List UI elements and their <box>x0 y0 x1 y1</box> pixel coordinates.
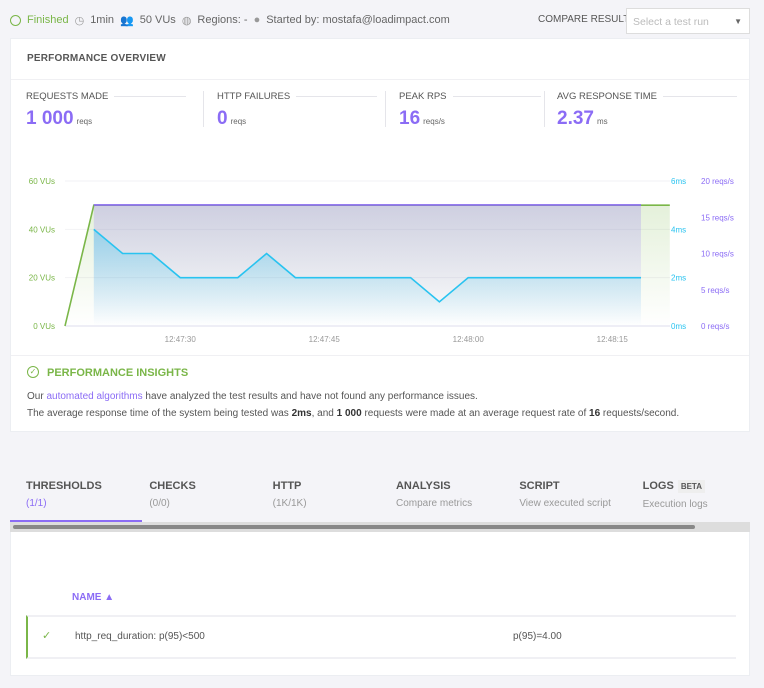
compare-test-run-select[interactable]: Select a test run ▼ <box>626 8 750 34</box>
duration: 1min <box>90 14 115 26</box>
tab-thresholds[interactable]: THRESHOLDS (1/1) <box>26 480 102 509</box>
x-tick-label: 12:48:00 <box>453 335 485 344</box>
stat-unit: ms <box>596 117 608 126</box>
y-right-rps-tick-label: 10 reqs/s <box>701 250 734 259</box>
status: Finished <box>27 14 69 26</box>
x-tick-label: 12:48:15 <box>597 335 629 344</box>
y-right-rps-tick-label: 5 reqs/s <box>701 286 729 295</box>
x-tick-label: 12:47:30 <box>165 335 197 344</box>
scrollbar-thumb[interactable] <box>13 525 695 529</box>
globe-icon: ◍ <box>181 14 192 27</box>
stat-label: AVG RESPONSE TIME <box>557 91 737 102</box>
y-right-ms-tick-label: 6ms <box>671 177 686 186</box>
stat-peak-rps: PEAK RPS 16 reqs/s <box>399 91 541 130</box>
divider <box>544 91 545 127</box>
stat-label: REQUESTS MADE <box>26 91 186 102</box>
divider <box>11 79 749 80</box>
tab-script[interactable]: SCRIPT View executed script <box>519 480 611 509</box>
stat-label: HTTP FAILURES <box>217 91 377 102</box>
stat-http-failures: HTTP FAILURES 0 reqs <box>217 91 377 130</box>
horizontal-scrollbar[interactable] <box>10 522 750 532</box>
y-left-tick-label: 40 VUs <box>29 225 55 234</box>
tab-logs[interactable]: LOGS BETA Execution logs <box>642 480 708 510</box>
y-right-rps-tick-label: 20 reqs/s <box>701 177 734 186</box>
caret-down-icon: ▼ <box>734 17 742 26</box>
y-left-tick-label: 0 VUs <box>33 322 55 331</box>
y-right-rps-tick-label: 15 reqs/s <box>701 213 734 222</box>
table-row[interactable]: ✓ http_req_duration: p(95)<500 p(95)=4.0… <box>26 615 736 659</box>
insights-line-2: The average response time of the system … <box>27 408 680 419</box>
stat-value: 0 <box>217 108 228 129</box>
performance-overview-card: PERFORMANCE OVERVIEW REQUESTS MADE 1 000… <box>10 38 750 432</box>
x-tick-label: 12:47:45 <box>309 335 341 344</box>
y-right-ms-tick-label: 4ms <box>671 225 686 234</box>
y-left-tick-label: 20 VUs <box>29 274 55 283</box>
threshold-name: http_req_duration: p(95)<500 <box>75 631 205 642</box>
insights-line-1: Our automated algorithms have analyzed t… <box>27 391 478 402</box>
stat-unit: reqs <box>76 117 93 126</box>
stat-value: 1 000 <box>26 108 74 129</box>
response_time-series-line <box>93 228 641 303</box>
beta-badge: BETA <box>677 480 705 493</box>
insights-title: PERFORMANCE INSIGHTS <box>47 367 189 379</box>
stat-value: 16 <box>399 108 421 129</box>
y-right-rps-tick-label: 0 reqs/s <box>701 322 729 331</box>
clock-icon: ◷ <box>74 14 85 27</box>
card-title: PERFORMANCE OVERVIEW <box>27 53 166 64</box>
y-right-ms-tick-label: 2ms <box>671 274 686 283</box>
performance-chart: 0 VUs 20 VUs 40 VUs 60 VUs 0ms 2ms 4ms 6ms 0 req… <box>29 177 734 344</box>
divider <box>203 91 204 127</box>
regions: Regions: - <box>197 14 248 26</box>
started-by: Started by: mostafa@loadimpact.com <box>266 14 450 26</box>
stat-requests: REQUESTS MADE 1 000 reqs <box>26 91 186 130</box>
divider <box>385 91 386 127</box>
active-tab-indicator <box>10 520 142 522</box>
users-icon: 👥 <box>120 14 134 27</box>
stat-unit: reqs <box>230 117 247 126</box>
check-circle-icon: ✓ <box>27 366 39 378</box>
name-column-header[interactable]: NAME ▲ <box>72 592 115 603</box>
select-placeholder: Select a test run <box>633 16 709 28</box>
y-right-ms-tick-label: 0ms <box>671 322 686 331</box>
automated-algorithms-link[interactable]: automated algorithms <box>46 391 143 402</box>
check-circle-icon <box>10 14 21 26</box>
divider <box>11 355 749 356</box>
user-icon: ● <box>253 14 261 26</box>
stat-avg-response: AVG RESPONSE TIME 2.37 ms <box>557 91 737 130</box>
vus: 50 VUs <box>139 14 176 26</box>
tab-http[interactable]: HTTP (1K/1K) <box>272 480 307 509</box>
stat-value: 2.37 <box>557 108 594 129</box>
stat-label: PEAK RPS <box>399 91 541 102</box>
compare-result-label: COMPARE RESULT <box>538 14 630 25</box>
y-left-tick-label: 60 VUs <box>29 177 55 186</box>
test-summary-bar: Finished ◷ 1min 👥 50 VUs ◍ Regions: - ● … <box>10 12 450 28</box>
stat-unit: reqs/s <box>423 117 445 126</box>
result-tabs: THRESHOLDS (1/1) CHECKS (0/0) HTTP (1K/1K) … <box>10 480 750 522</box>
tab-checks[interactable]: CHECKS (0/0) <box>149 480 196 509</box>
thresholds-panel: NAME ▲ ✓ http_req_duration: p(95)<500 p(… <box>10 532 750 676</box>
threshold-value: p(95)=4.00 <box>513 631 562 642</box>
check-icon: ✓ <box>42 630 52 642</box>
tab-analysis[interactable]: ANALYSIS Compare metrics <box>395 480 473 509</box>
response_time-area <box>93 229 642 326</box>
